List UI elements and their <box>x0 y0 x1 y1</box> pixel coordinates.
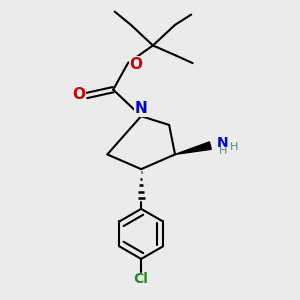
Text: H: H <box>230 142 238 152</box>
Text: N: N <box>217 136 229 150</box>
Text: H: H <box>218 146 227 156</box>
Polygon shape <box>175 142 211 155</box>
Text: N: N <box>135 101 148 116</box>
Text: Cl: Cl <box>134 272 148 286</box>
Text: O: O <box>72 87 85 102</box>
Text: O: O <box>130 57 143 72</box>
